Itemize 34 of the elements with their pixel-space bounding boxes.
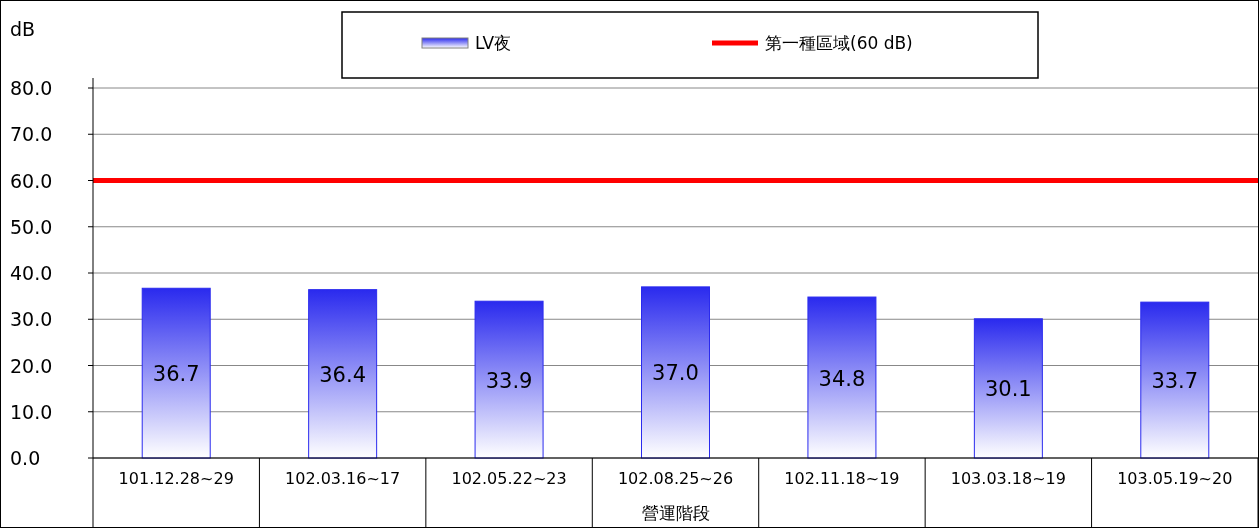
y-tick-label: 10.0 <box>10 400 53 423</box>
y-axis-title: dB <box>10 18 36 40</box>
bar <box>141 287 211 459</box>
x-tick-label: 101.12.28~29 <box>118 469 234 488</box>
x-tick-label: 102.05.22~23 <box>451 469 567 488</box>
y-tick-label: 40.0 <box>10 262 53 284</box>
legend-label: 第一種區域(60 dB) <box>765 33 913 53</box>
data-label: 34.8 <box>818 366 866 391</box>
data-label: 33.7 <box>1151 369 1199 394</box>
y-tick-label: 20.0 <box>10 354 53 377</box>
x-tick-label: 102.03.16~17 <box>285 469 401 488</box>
x-tick-label: 103.05.19~20 <box>1117 469 1233 488</box>
legend-label: LV夜 <box>475 33 512 53</box>
y-tick-label: 60.0 <box>10 169 53 192</box>
bar <box>807 296 877 459</box>
bar <box>308 289 378 459</box>
bar <box>973 318 1043 459</box>
x-tick-label: 102.11.18~19 <box>784 469 900 488</box>
data-label: 36.4 <box>319 362 367 387</box>
x-tick-label: 102.08.25~26 <box>617 469 734 488</box>
data-label: 37.0 <box>652 361 699 386</box>
y-tick-label: 80.0 <box>10 77 53 99</box>
x-axis-title: 營運階段 <box>641 503 710 523</box>
bar <box>474 300 544 459</box>
y-tick-label: 50.0 <box>10 215 53 238</box>
y-tick-label: 0.0 <box>10 447 41 469</box>
y-tick-label: 70.0 <box>10 123 53 146</box>
data-label: 36.7 <box>152 362 200 387</box>
bar <box>1140 301 1210 459</box>
bar <box>641 286 710 459</box>
data-label: 30.1 <box>984 377 1032 402</box>
data-label: 33.9 <box>485 368 533 393</box>
x-tick-label: 103.03.18~19 <box>950 469 1066 488</box>
y-tick-label: 30.0 <box>10 308 53 331</box>
